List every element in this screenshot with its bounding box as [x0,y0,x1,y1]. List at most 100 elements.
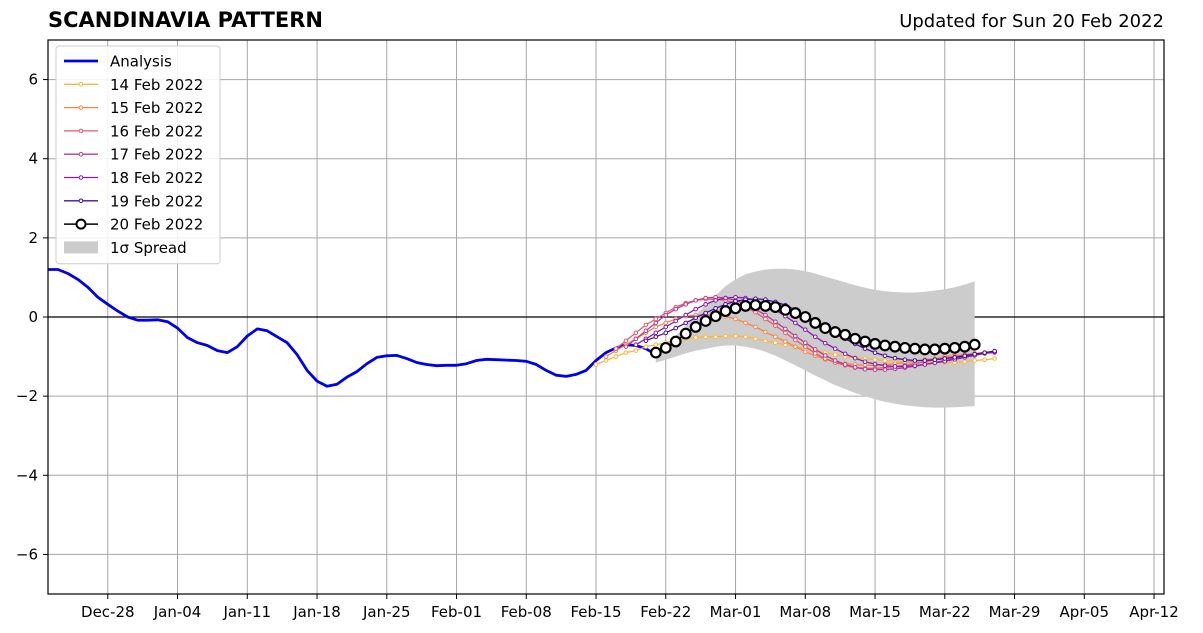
forecast-point [593,362,599,367]
forecast-point [773,319,778,325]
forecast-point [968,338,981,351]
y-tick-label: −2 [16,387,38,405]
legend-marker [75,218,87,230]
forecast-point [633,336,639,342]
forecast-point [812,334,818,340]
forecast-point [679,327,692,340]
forecast-point [902,357,908,363]
forecast-point [773,340,778,346]
forecast-point [673,325,679,331]
forecast-point [643,338,649,344]
forecast-point [603,358,609,363]
forecast-point [763,312,768,318]
forecast-point [773,323,778,329]
forecast-point [633,330,639,336]
forecast-point [683,312,689,318]
forecast-point [753,324,758,330]
legend-label: 18 Feb 2022 [110,169,203,187]
forecast-point [793,344,798,349]
legend-marker [78,175,84,180]
forecast-point [693,298,698,303]
forecast-point [992,348,997,354]
legend-marker [78,105,84,110]
forecast-point [683,320,689,326]
x-tick-label: Apr-05 [1060,603,1110,621]
forecast-point [713,298,718,303]
forecast-point [972,351,977,357]
forecast-point [683,302,689,307]
forecast-point [942,356,948,361]
forecast-point [663,320,669,326]
forecast-point [793,337,798,343]
forecast-point [723,333,728,339]
forecast-point [832,358,838,363]
forecast-point [892,355,898,361]
forecast-point [793,333,798,339]
forecast-point [819,322,832,334]
forecast-point [789,307,802,319]
y-tick-label: −4 [16,466,38,484]
chart-title: SCANDINAVIA PATTERN [48,8,323,32]
forecast-point [743,334,748,340]
forecast-point [849,332,862,345]
y-tick-label: 6 [28,71,38,89]
forecast-point [779,303,792,316]
forecast-point [643,328,649,334]
y-tick-label: 0 [28,308,38,326]
forecast-point [729,302,742,315]
forecast-point [972,358,977,363]
forecast-point [783,330,788,336]
legend-label: 1σ Spread [110,239,187,257]
forecast-point [613,346,619,351]
forecast-point [802,344,808,349]
forecast-point [633,342,639,348]
x-tick-label: Apr-12 [1129,603,1179,621]
forecast-point [879,339,891,352]
forecast-point [869,338,881,350]
forecast-point [743,320,748,326]
forecast-point [709,310,722,323]
forecast-point [922,362,928,367]
chart-subtitle: Updated for Sun 20 Feb 2022 [899,11,1164,32]
forecast-point [759,300,772,312]
legend-label: 19 Feb 2022 [110,192,203,210]
forecast-point [643,322,649,328]
forecast-point [872,361,878,367]
forecast-point [769,301,782,314]
forecast-point [832,352,838,357]
forecast-point [739,300,752,312]
forecast-point [763,329,768,335]
x-tick-label: Feb-15 [571,603,622,621]
x-tick-label: Mar-22 [919,603,971,621]
forecast-point [673,306,679,312]
legend-marker [78,82,84,87]
x-tick-label: Feb-01 [431,603,482,621]
forecast-point [842,362,848,367]
legend-label: 17 Feb 2022 [110,146,203,164]
forecast-point [872,357,878,363]
forecast-point [663,312,669,318]
forecast-point [852,355,858,361]
forecast-point [793,320,798,326]
legend-box [55,45,221,265]
forecast-point [653,316,659,322]
forecast-point [822,340,828,346]
forecast-point [809,317,822,329]
x-tick-label: Feb-22 [640,603,691,621]
forecast-point [689,320,702,333]
forecast-point [649,346,662,359]
forecast-point [962,359,968,365]
x-tick-label: Jan-04 [153,603,202,621]
forecast-point [992,356,997,361]
forecast-point [653,334,659,340]
x-tick-label: Mar-29 [989,603,1041,621]
forecast-point [882,367,888,372]
forecast-point [663,324,669,330]
forecast-point [713,334,718,340]
legend-label: 14 Feb 2022 [110,76,203,94]
y-tick-label: −6 [16,545,38,563]
legend-label: 16 Feb 2022 [110,122,203,140]
forecast-point [713,305,718,311]
forecast-point [832,346,838,351]
forecast-point [952,355,958,360]
